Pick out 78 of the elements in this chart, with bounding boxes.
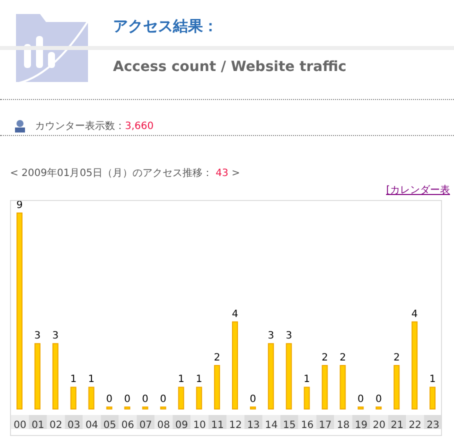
data-label: 1 [196, 374, 202, 386]
x-tick-label: 23 [426, 420, 440, 431]
data-label: 1 [178, 374, 184, 386]
x-tick-label: 13 [247, 420, 260, 431]
x-tick-label: 22 [408, 420, 422, 431]
bar [196, 386, 202, 410]
bar [70, 386, 76, 410]
x-tick-label: 00 [14, 420, 26, 431]
bar [232, 321, 238, 410]
data-label: 1 [304, 374, 310, 386]
bar [178, 386, 184, 410]
bar [52, 343, 58, 410]
x-tick-label: 21 [390, 420, 404, 431]
x-tick-label: 08 [157, 420, 170, 431]
chart-title: アクセス結果： [113, 17, 218, 36]
bar [394, 364, 400, 410]
data-label: 3 [268, 330, 274, 342]
x-tick-label: 07 [139, 420, 152, 431]
data-label: 1 [70, 374, 77, 386]
x-tick-label: 11 [211, 420, 224, 431]
chart-subtitle: Access count / Website traffic [113, 59, 346, 75]
bar [250, 406, 256, 410]
text: < 2009年01月05日（月）のアクセス推移： [10, 168, 212, 179]
x-tick-label: 12 [229, 420, 242, 431]
data-label: 0 [124, 394, 130, 405]
bar [340, 364, 346, 410]
data-label: 3 [52, 330, 59, 342]
x-tick-label: 04 [85, 420, 98, 431]
text: > [232, 168, 240, 179]
data-label: 4 [232, 308, 238, 320]
x-tick-label: 15 [282, 420, 296, 431]
text: 3,660 [125, 121, 154, 132]
x-tick-label: 18 [336, 420, 350, 431]
data-label: 0 [358, 394, 364, 405]
bar [88, 386, 94, 410]
data-label: 3 [34, 330, 41, 342]
x-tick-label: 16 [300, 420, 314, 431]
data-label: 0 [142, 394, 148, 405]
data-label: 1 [88, 374, 95, 386]
data-label: 2 [214, 352, 220, 364]
data-label: 3 [286, 330, 292, 342]
data-label: 2 [393, 352, 400, 364]
text: 43 [214, 168, 228, 179]
data-label: 0 [106, 394, 112, 405]
data-label: 2 [340, 352, 346, 364]
bar [160, 406, 166, 410]
bar [430, 386, 436, 410]
x-tick-label: 19 [354, 420, 368, 431]
data-label: 0 [250, 394, 256, 405]
bar [34, 343, 40, 410]
x-tick-label: 09 [175, 420, 188, 431]
data-label: 0 [160, 394, 166, 405]
x-tick-label: 06 [121, 420, 134, 431]
data-label: 4 [411, 308, 418, 320]
bar [358, 406, 364, 410]
x-tick-label: 14 [265, 420, 278, 431]
bar [286, 343, 292, 410]
bar [304, 386, 310, 410]
x-tick-label: 01 [32, 420, 44, 431]
bar [376, 406, 382, 410]
bar [268, 343, 274, 410]
x-tick-label: 03 [67, 420, 80, 431]
bar [106, 406, 112, 410]
bar [214, 364, 220, 410]
x-tick-label: 17 [318, 420, 332, 431]
bar [142, 406, 148, 410]
data-label: 2 [322, 352, 328, 364]
x-tick-label: 20 [372, 420, 386, 431]
bar [124, 406, 130, 410]
x-tick-label: 02 [50, 420, 62, 431]
bar [16, 212, 22, 410]
bar [412, 321, 418, 410]
x-tick-label: 10 [193, 420, 206, 431]
data-label: 1 [429, 374, 436, 386]
data-label: 0 [375, 394, 382, 405]
x-tick-label: 05 [103, 420, 116, 431]
bar [322, 364, 328, 410]
text: [カレンダー表 [386, 184, 450, 197]
